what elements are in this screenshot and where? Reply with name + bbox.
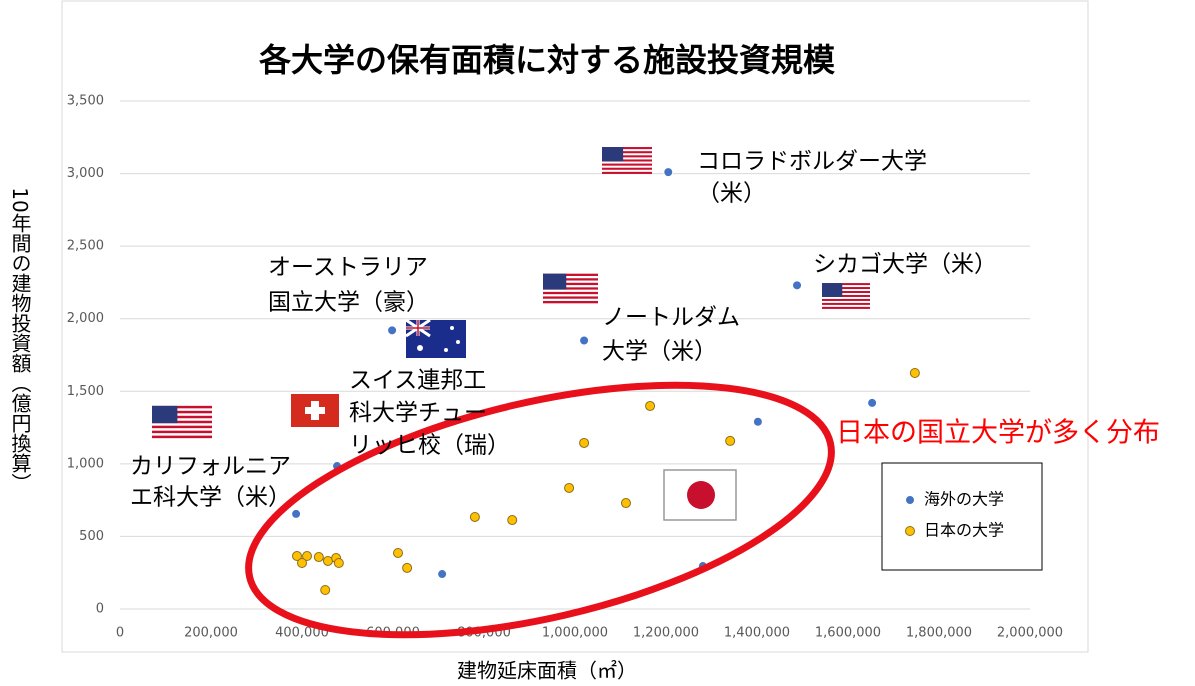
scatter-point [564,482,575,493]
annotation: コロラドボルダー大学 [697,149,927,175]
scatter-point [387,325,398,336]
y-tick-label: 3,000 [67,166,104,181]
y-tick-label: 2,000 [67,311,104,326]
annotation: 国立大学（豪） [268,290,429,316]
chart-title: 各大学の保有面積に対する施設投資規模 [259,41,835,79]
legend-label: 日本の大学 [924,521,1004,540]
annotation: エ科大学（米） [130,485,291,511]
y-tick-label: 500 [79,529,104,544]
scatter-point [909,367,920,378]
annotation: （米） [697,181,766,207]
scatter-point [302,551,313,562]
scatter-point [867,397,878,408]
x-tick-label: 1,400,000 [724,626,790,641]
flag-us [602,147,652,174]
flag-us [152,405,212,439]
y-tick-label: 0 [96,602,104,617]
scatter-point [393,547,404,558]
scatter-point [297,557,307,568]
scatter-point [579,437,590,448]
scatter-point [333,557,344,568]
legend-label: 海外の大学 [924,490,1004,509]
scatter-point [291,551,302,562]
x-tick-label: 1,200,000 [633,626,699,641]
scatter-point [320,584,331,595]
y-tick-label: 1,000 [67,456,104,471]
flags [152,147,870,521]
annotation: リッヒ校（瑞） [349,433,510,459]
y-tick-label: 2,500 [67,239,104,254]
scatter-point [322,555,333,566]
legend-box [881,462,1043,571]
scatter-point [645,400,656,411]
x-tick-label: 400,000 [275,626,329,641]
flag-us [543,273,598,304]
annotation: 大学（米） [602,339,717,365]
annotation: ノートルダム [602,305,740,331]
legend-marker [905,495,915,505]
annotation: 科大学チュー [349,400,487,426]
flag-us [822,283,870,309]
x-tick-label: 0 [116,626,124,641]
x-tick-label: 1,600,000 [815,626,881,641]
flag-jp [663,469,737,521]
x-tick-label: 2,000,000 [997,626,1063,641]
annotation: オーストラリア [268,255,428,281]
scatter-point [725,435,736,446]
x-tick-label: 200,000 [184,626,238,641]
flag-ch [291,394,339,427]
scatter-point [469,511,480,522]
scatter-point [752,416,763,427]
scatter-point [579,335,590,346]
scatter-point [507,515,518,526]
annotation: カリフォルニア [130,454,291,480]
annotation: シカゴ大学（米） [813,252,997,278]
scatter-point [313,552,324,563]
scatter-point [402,562,413,573]
flag-au [405,318,466,358]
legend-marker [905,526,915,536]
x-tick-label: 1,800,000 [906,626,972,641]
scatter-point [663,167,674,178]
annotation: 日本の国立大学が多く分布 [836,418,1160,449]
y-axis-label: 10年間の建物投資額（億円換算） [8,187,32,492]
y-tick-label: 3,500 [67,94,104,109]
annotation: スイス連邦工 [349,368,486,394]
scatter-point [437,569,448,580]
scatter-point [792,280,803,291]
x-tick-label: 1,000,000 [542,626,608,641]
scatter-point [291,508,302,519]
x-axis-label: 建物延床面積（㎡） [457,659,637,683]
highlight-ellipse [245,381,835,639]
y-tick-label: 1,500 [67,384,104,399]
scatter-point [620,498,631,509]
